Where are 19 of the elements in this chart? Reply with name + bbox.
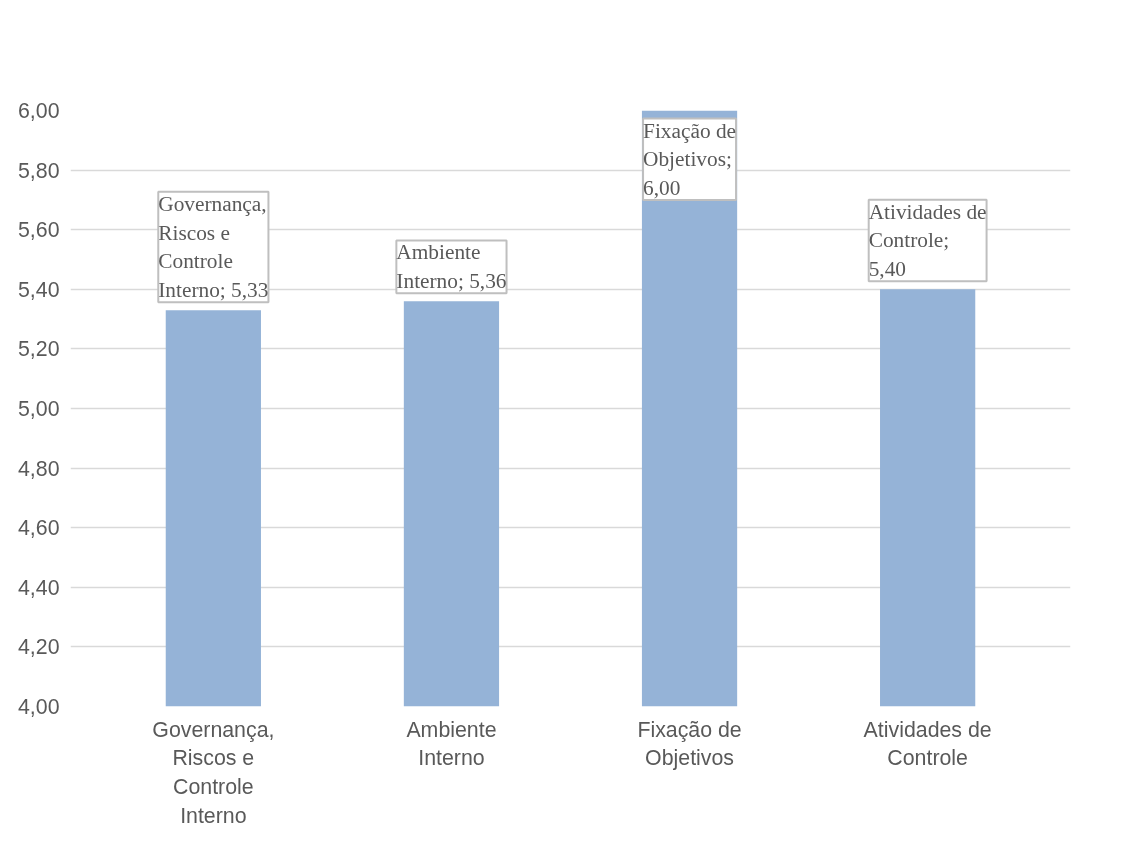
data-label: Governança, Riscos e Controle Interno; 5,33	[158, 191, 269, 303]
x-tick-label: Ambiente Interno	[406, 717, 497, 771]
y-tick-label: 5,60	[17, 218, 60, 243]
y-tick-label: 5,00	[17, 397, 60, 421]
y-tick-label: 4,80	[17, 456, 60, 481]
y-tick-label: 6,00	[17, 99, 60, 123]
y-tick-label: 5,40	[17, 277, 60, 302]
y-tick-label: 5,20	[17, 337, 60, 362]
y-tick-label: 5,80	[17, 158, 60, 183]
x-tick-label: Fixação de Objetivos	[637, 717, 742, 771]
y-tick-label: 4,00	[17, 695, 60, 719]
y-tick-label: 4,20	[17, 635, 60, 660]
y-tick-label: 4,60	[17, 516, 60, 541]
data-label: Atividades de Controle; 5,40	[868, 199, 987, 282]
data-label: Fixação de Objetivos; 6,00	[643, 118, 737, 201]
y-tick-label: 4,40	[17, 575, 60, 600]
x-tick-label: Atividades de Controle	[863, 717, 992, 771]
x-tick-label: Governança, Riscos e Controle Interno	[152, 717, 275, 828]
data-label: Ambiente Interno; 5,36	[396, 240, 507, 294]
